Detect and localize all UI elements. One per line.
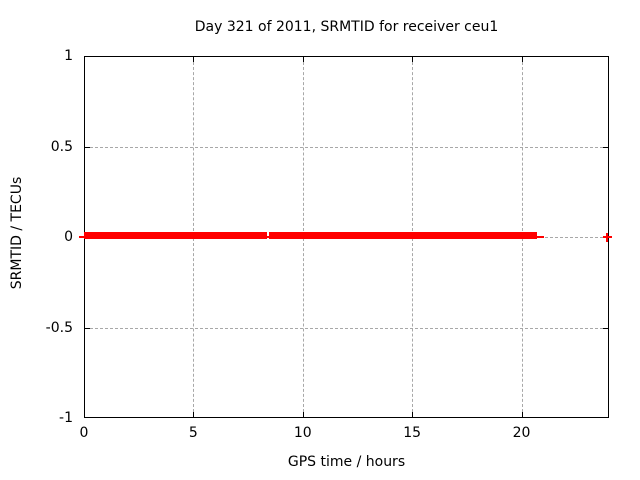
x-tick-label: 10 (293, 425, 312, 441)
x-tick-top (302, 57, 304, 62)
x-tick-bottom (521, 412, 523, 417)
x-tick-bottom (193, 412, 195, 417)
x-tick-label: 5 (188, 425, 198, 441)
x-tick-label: 15 (403, 425, 422, 441)
y-axis-label: SRMTID / TECUs (9, 176, 25, 290)
chart-title: Day 321 of 2011, SRMTID for receiver ceu… (194, 19, 499, 35)
y-tick-label: -0.5 (45, 319, 73, 336)
data-band (268, 232, 537, 239)
x-tick-top (521, 57, 523, 62)
y-tick-left (85, 146, 90, 148)
y-tick-label: -1 (59, 410, 73, 426)
y-tick-label: 0.5 (50, 138, 73, 155)
x-tick-top (193, 57, 195, 62)
x-tick-label: 0 (79, 425, 89, 441)
data-band (84, 232, 267, 239)
x-tick-bottom (412, 412, 414, 417)
y-gridline (85, 146, 608, 148)
y-tick-label: 0 (64, 229, 73, 245)
data-band-arm (263, 236, 544, 238)
y-tick-right (603, 327, 608, 329)
y-tick-left (85, 327, 90, 329)
x-tick-label: 20 (512, 425, 531, 441)
x-tick-top (412, 57, 414, 62)
y-tick-label: 1 (64, 48, 73, 64)
x-axis-label: GPS time / hours (287, 454, 406, 470)
y-tick-right (603, 146, 608, 148)
data-band-arm (79, 236, 274, 238)
x-tick-bottom (302, 412, 304, 417)
y-gridline (85, 327, 608, 329)
data-point-marker (605, 233, 608, 242)
